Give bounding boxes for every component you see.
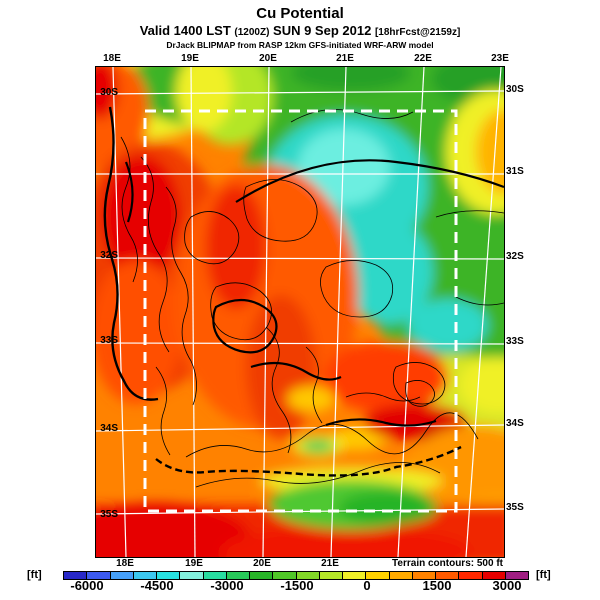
colorbar-segment — [203, 572, 227, 579]
lat-label-left: 32S — [100, 250, 118, 261]
colorbar-segment — [226, 572, 250, 579]
lon-label-top: 21E — [336, 53, 354, 64]
lon-label-top: 18E — [103, 53, 121, 64]
lon-label-bottom: 20E — [253, 558, 271, 569]
colorbar-segment — [296, 572, 320, 579]
colorbar-segment — [319, 572, 343, 579]
lat-label-left: 34S — [100, 423, 118, 434]
valid-time-line: Valid 1400 LST (1200Z) SUN 9 Sep 2012 [1… — [0, 23, 600, 38]
colorbar-segment — [110, 572, 134, 579]
colorbar-tick: -6000 — [70, 578, 104, 593]
valid-fcst: [18hrFcst@2159z] — [374, 27, 461, 38]
coastline — [103, 106, 462, 477]
lat-label-right: 33S — [506, 336, 524, 347]
lat-label-left: 30S — [100, 87, 118, 98]
colorbar-unit-left: [ft] — [27, 569, 42, 581]
colorbar-segment — [366, 572, 390, 579]
lon-label-top: 22E — [414, 53, 432, 64]
lat-label-right: 30S — [506, 84, 524, 95]
colorbar — [63, 571, 529, 580]
colorbar-unit-right: [ft] — [536, 569, 551, 581]
colorbar-tick: -3000 — [210, 578, 244, 593]
lat-label-right: 35S — [506, 502, 524, 513]
colorbar-segment — [133, 572, 157, 579]
colorbar-segment — [87, 572, 111, 579]
colorbar-segment — [412, 572, 436, 579]
colorbar-segment — [389, 572, 413, 579]
latlon-grid — [96, 67, 504, 557]
lat-label-left: 33S — [100, 335, 118, 346]
cu-potential-field — [96, 67, 504, 557]
model-description: DrJack BLIPMAP from RASP 12km GFS-initia… — [166, 40, 434, 50]
colorbar-segment — [250, 572, 274, 579]
colorbar-segment — [157, 572, 181, 579]
lat-label-left: 35S — [100, 509, 118, 520]
valid-date: SUN 9 Sep 2012 — [273, 23, 372, 38]
colorbar-segment — [180, 572, 204, 579]
lon-label-top: 23E — [491, 53, 509, 64]
valid-zulu: (1200Z) — [234, 27, 270, 38]
lat-label-right: 32S — [506, 251, 524, 262]
lon-label-top: 19E — [181, 53, 199, 64]
colorbar-segment — [273, 572, 297, 579]
colorbar-segment — [482, 572, 506, 579]
valid-prefix: Valid 1400 LST — [139, 23, 231, 38]
lat-label-right: 34S — [506, 418, 524, 429]
colorbar-segment — [459, 572, 483, 579]
lat-label-right: 31S — [506, 166, 524, 177]
lon-label-bottom: 19E — [185, 558, 203, 569]
lon-label-bottom: 18E — [116, 558, 134, 569]
colorbar-tick: 0 — [363, 578, 371, 593]
lon-label-top: 20E — [259, 53, 277, 64]
bold-contour-lines — [124, 159, 504, 427]
colorbar-segment — [343, 572, 367, 579]
terrain-contour-note: Terrain contours: 500 ft — [392, 558, 503, 569]
lon-label-bottom: 21E — [321, 558, 339, 569]
colorbar-tick: 1500 — [422, 578, 452, 593]
forecast-map — [95, 66, 505, 558]
colorbar-tick: 3000 — [492, 578, 522, 593]
colorbar-segment — [436, 572, 460, 579]
model-domain-box — [143, 109, 458, 513]
page-title: Cu Potential — [256, 5, 344, 22]
colorbar-segment — [64, 572, 88, 579]
colorbar-tick: -4500 — [140, 578, 174, 593]
map-canvas — [96, 67, 504, 557]
colorbar-segment — [505, 572, 528, 579]
colorbar-tick: -1500 — [280, 578, 314, 593]
